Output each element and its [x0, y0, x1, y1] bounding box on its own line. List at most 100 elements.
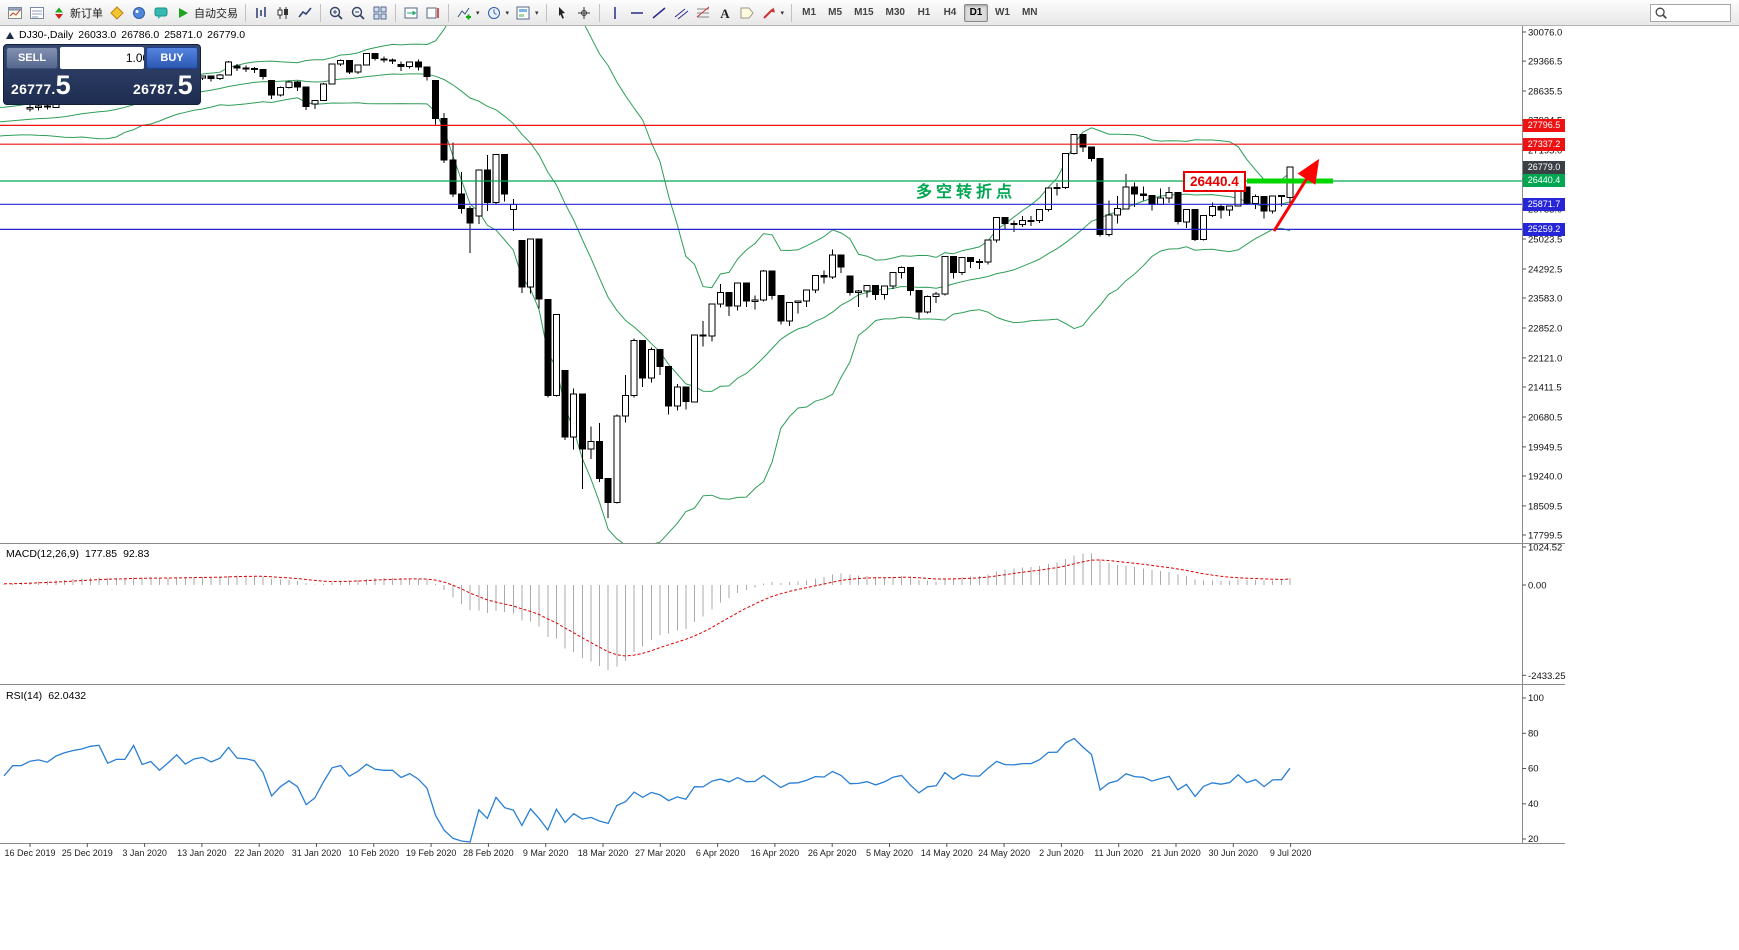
y-axis-label: 24292.5: [1528, 265, 1562, 276]
y-axis-label: 26483.5: [1528, 175, 1562, 186]
toolbar-separator: [791, 3, 793, 22]
circle-icon: [133, 6, 145, 19]
fibonacci-button[interactable]: [692, 2, 714, 24]
label-button[interactable]: [736, 2, 758, 24]
macd-value-signal: 92.83: [123, 548, 150, 560]
y-axis-label: 22121.0: [1528, 353, 1562, 364]
tag-icon: [740, 7, 754, 18]
toolbar-separator: [245, 3, 246, 22]
timeframe-button-H4[interactable]: H4: [943, 7, 957, 18]
y-axis-label: 27195.0: [1528, 146, 1562, 157]
timeframe-button-M30[interactable]: M30: [885, 7, 905, 18]
y-axis-label: 27924.5: [1528, 116, 1562, 127]
diamond-icon: [110, 5, 124, 20]
timeframe-button-H1[interactable]: H1: [917, 7, 931, 18]
text-button[interactable]: A: [714, 2, 736, 24]
symbol-search-box: [1650, 3, 1731, 22]
zoomout-icon: [351, 6, 365, 20]
x-axis-label: 25 Dec 2019: [62, 848, 113, 858]
timeframe-button-M1[interactable]: M1: [802, 7, 817, 18]
timeframe-button-D1[interactable]: D1: [963, 3, 988, 22]
new-chart-button[interactable]: [4, 2, 26, 24]
toolbar-items: 新订单 自动交易 ▾ ▾ ▾ A ▾ M1 M5 M15 M30 H1 H4 D1 W1 MN: [4, 2, 1044, 24]
x-axis-label: 16 Apr 2020: [751, 848, 800, 858]
autotrading-button[interactable]: 自动交易: [172, 2, 241, 24]
channel-button[interactable]: [670, 2, 692, 24]
auto-scroll-button[interactable]: [400, 2, 422, 24]
toolbar-separator: [320, 3, 321, 22]
arrows-shapes-button[interactable]: ▾: [758, 2, 788, 24]
vline-icon: [613, 6, 616, 19]
macd-signal-line: [4, 559, 1291, 657]
y-axis-label: 25753.0: [1528, 205, 1562, 216]
one-click-collapse-icon[interactable]: [6, 31, 14, 39]
indicators-button[interactable]: ▾: [453, 2, 483, 24]
y-axis-label: 30076.0: [1528, 28, 1562, 39]
crosshair-button[interactable]: [573, 2, 595, 24]
bar-chart-button[interactable]: [250, 2, 272, 24]
buy-price[interactable]: 26787.5: [133, 70, 193, 104]
rsi-axis-label: 100: [1528, 693, 1544, 704]
timeframe-button-MN[interactable]: MN: [1021, 7, 1038, 18]
candlestick-chart-button[interactable]: [272, 2, 294, 24]
y-axis-label: 20680.5: [1528, 413, 1562, 424]
zoom-out-button[interactable]: [347, 2, 369, 24]
x-axis-label: 24 May 2020: [978, 848, 1030, 858]
market-button[interactable]: [128, 2, 150, 24]
sell-price[interactable]: 26777.5: [11, 70, 71, 104]
trendline-button[interactable]: [648, 2, 670, 24]
sell-button[interactable]: SELL: [6, 47, 58, 69]
panel-separator-rsi[interactable]: [0, 684, 1565, 685]
macd-name: MACD(12,26,9): [6, 548, 79, 560]
shift-icon: [426, 7, 439, 18]
toolbar-search-input[interactable]: [1671, 7, 1727, 18]
cursor-button[interactable]: [551, 2, 573, 24]
x-axis-label: 6 Apr 2020: [696, 848, 740, 858]
vertical-line-button[interactable]: [604, 2, 626, 24]
horizontal-line-button[interactable]: [626, 2, 648, 24]
one-click-trading-panel: SELL ▴ ▾ BUY 26777.5 26787.5: [3, 44, 201, 105]
timeframe-button-M5[interactable]: M5: [828, 7, 843, 18]
svg-text:A: A: [720, 6, 730, 21]
ohlc-high: 26786.0: [121, 29, 160, 41]
tline-icon: [652, 6, 666, 19]
ohlc-low: 25871.0: [164, 29, 203, 41]
line-chart-button[interactable]: [294, 2, 316, 24]
profiles-button[interactable]: [26, 2, 48, 24]
new-order-button[interactable]: 新订单: [48, 2, 106, 24]
timeframe-button-M15[interactable]: M15: [854, 7, 874, 18]
zoomin-icon: [329, 6, 343, 20]
toolbar-separator: [395, 3, 396, 22]
macd-histogram: [3, 553, 1291, 671]
order-icon: [55, 7, 63, 19]
dropdown-arrow-icon: ▾: [505, 9, 510, 17]
toolbar-separator: [448, 3, 449, 22]
zoom-in-button[interactable]: [325, 2, 347, 24]
panel-separator-macd[interactable]: [0, 543, 1565, 544]
tile-windows-button[interactable]: [369, 2, 391, 24]
buy-button[interactable]: BUY: [146, 47, 198, 69]
chart-shift-button[interactable]: [422, 2, 444, 24]
rsi-axis-label: 80: [1528, 728, 1539, 739]
one-click-controls: SELL ▴ ▾ BUY: [6, 47, 198, 69]
text-icon: A: [720, 6, 730, 21]
toolbar-right: [1650, 3, 1735, 22]
level-price-callout[interactable]: 26440.4: [1183, 171, 1246, 192]
toolbar: 新订单 自动交易 ▾ ▾ ▾ A ▾ M1 M5 M15 M30 H1 H4 D1 W1 MN: [0, 0, 1739, 26]
y-axis-label: 28635.5: [1528, 87, 1562, 98]
x-axis-label: 13 Jan 2020: [177, 848, 227, 858]
dropdown-arrow-icon: ▾: [476, 9, 480, 17]
x-axis-label: 28 Feb 2020: [463, 848, 514, 858]
trend-arrow[interactable]: [1272, 158, 1320, 232]
volume-input[interactable]: [60, 47, 144, 69]
periods-button[interactable]: ▾: [483, 2, 513, 24]
chart-annotation-text[interactable]: 多空转折点: [916, 184, 1017, 201]
candles-group: [26, 52, 1294, 519]
templates-button[interactable]: ▾: [512, 2, 542, 24]
sell-price-main: 26777.: [11, 81, 56, 97]
timeframe-button-W1[interactable]: W1: [994, 7, 1010, 18]
y-axis-label: 29366.5: [1528, 57, 1562, 68]
community-button[interactable]: [150, 2, 172, 24]
metaeditor-button[interactable]: [106, 2, 128, 24]
